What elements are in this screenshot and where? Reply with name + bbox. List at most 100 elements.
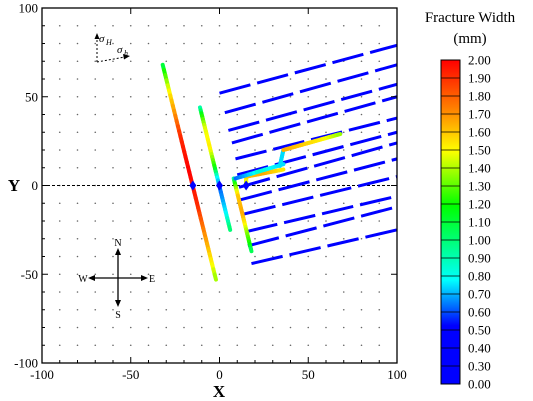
x-tick-label: -50 <box>122 367 139 382</box>
grid-dot <box>342 237 345 240</box>
grid-dot <box>183 237 185 240</box>
grid-dot <box>129 255 132 258</box>
grid-dot <box>342 326 345 329</box>
grid-dot <box>254 42 256 45</box>
colorbar-tick-label: 0.90 <box>468 251 491 266</box>
grid-dot <box>76 202 79 205</box>
grid-dot <box>342 131 345 134</box>
grid-dot <box>76 237 79 240</box>
grid-dot <box>147 326 150 329</box>
grid-dot <box>360 273 363 276</box>
grid-dot <box>94 220 97 222</box>
grid-dot <box>325 78 327 80</box>
grid-dot <box>236 42 239 45</box>
grid-dot <box>378 255 381 258</box>
grid-dot <box>129 95 132 98</box>
colorbar-tick-label: 1.80 <box>468 89 491 104</box>
natural-fracture <box>247 205 398 248</box>
grid-dot <box>236 326 239 329</box>
grid-dot <box>254 237 256 240</box>
grid-dot <box>112 113 114 116</box>
grid-dot <box>129 237 132 240</box>
grid-dot <box>289 291 292 293</box>
grid-dot <box>289 78 292 80</box>
grid-dot <box>236 237 239 240</box>
grid-dot <box>236 24 239 27</box>
grid-dot <box>112 166 114 169</box>
grid-dot <box>165 131 168 134</box>
y-tick-label: -50 <box>21 267 38 282</box>
svg-text:H: H <box>105 38 113 47</box>
grid-dot <box>112 24 114 27</box>
grid-dot <box>218 202 221 205</box>
natural-fracture <box>251 228 398 266</box>
grid-dot <box>58 202 61 205</box>
colorbar-tick-label: 0.50 <box>468 323 491 338</box>
grid-dot <box>360 326 363 329</box>
grid-dot <box>360 255 363 258</box>
grid-dot <box>58 95 61 98</box>
grid-dot <box>378 291 381 293</box>
grid-dot <box>360 78 363 80</box>
x-tick-label: -100 <box>30 367 54 382</box>
hydraulic-fracture-segment <box>335 132 343 137</box>
grid-dot <box>254 113 256 116</box>
grid-dot <box>129 42 132 45</box>
grid-dot <box>378 78 381 80</box>
grid-dot <box>307 326 310 329</box>
grid-dot <box>307 60 310 63</box>
grid-dot <box>254 78 256 80</box>
grid-dot <box>218 255 221 258</box>
grid-dot <box>307 42 310 45</box>
grid-dot <box>94 95 97 98</box>
y-axis-title: Y <box>8 176 20 195</box>
grid-dot <box>360 237 363 240</box>
grid-dot <box>236 149 239 151</box>
x-tick-label: 50 <box>302 367 315 382</box>
grid-dot <box>378 202 381 205</box>
grid-dot <box>218 149 221 151</box>
grid-dot <box>307 24 310 27</box>
grid-dot <box>58 113 61 116</box>
grid-dot <box>254 326 256 329</box>
y-tick-label: 100 <box>19 1 39 16</box>
grid-dot <box>147 131 150 134</box>
compass-north-label: N <box>114 238 121 249</box>
grid-dot <box>200 166 203 169</box>
grid-dot <box>289 24 292 27</box>
grid-dot <box>378 237 381 240</box>
grid-dot <box>94 42 97 45</box>
grid-dot <box>254 95 256 98</box>
grid-dot <box>271 255 274 258</box>
grid-dot <box>289 344 292 347</box>
grid-dot <box>76 24 79 27</box>
grid-dot <box>236 308 239 311</box>
grid-dot <box>325 113 327 116</box>
grid-dot <box>94 273 97 276</box>
grid-dot <box>254 60 256 63</box>
grid-dot <box>307 95 310 98</box>
grid-dot <box>94 326 97 329</box>
grid-dot <box>94 344 97 347</box>
grid-dot <box>76 166 79 169</box>
grid-dot <box>200 291 203 293</box>
grid-dot <box>360 291 363 293</box>
grid-dot <box>147 220 150 222</box>
grid-dot <box>165 344 168 347</box>
well-points <box>189 180 250 191</box>
compass-west-label: W <box>78 274 88 285</box>
colorbar-tick-label: 0.00 <box>468 377 491 392</box>
grid-dot <box>58 24 61 27</box>
grid-dot <box>271 24 274 27</box>
grid-dot <box>254 273 256 276</box>
grid-dot <box>307 149 310 151</box>
grid-dot <box>200 60 203 63</box>
grid-dot <box>254 24 256 27</box>
grid-dot <box>183 78 185 80</box>
grid-dot <box>378 60 381 63</box>
grid-dot <box>378 166 381 169</box>
grid-dot <box>325 202 327 205</box>
grid-dot <box>58 166 61 169</box>
grid-dot <box>94 60 97 63</box>
